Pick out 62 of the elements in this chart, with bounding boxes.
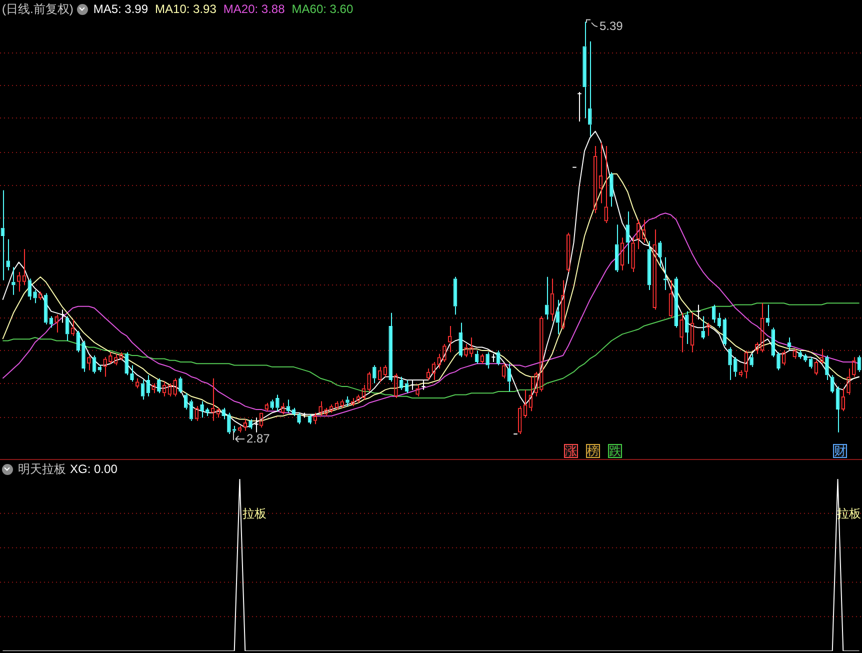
candlestick — [701, 316, 705, 340]
candlestick — [588, 40, 592, 137]
candlestick — [28, 278, 32, 300]
candlestick — [200, 400, 204, 418]
candlestick — [722, 317, 727, 346]
candlestick — [410, 380, 415, 390]
candlestick — [178, 376, 182, 394]
candlestick — [6, 238, 10, 271]
candlestick — [270, 399, 274, 410]
text: MA60: 3.60 — [292, 1, 354, 17]
text: 财 — [834, 444, 846, 458]
candlestick — [184, 392, 188, 410]
candlestick — [276, 394, 280, 412]
candlestick — [33, 290, 37, 304]
text: MA20: 3.88 — [223, 1, 285, 17]
candlestick — [830, 374, 834, 394]
candlestick — [372, 364, 376, 384]
candlestick — [771, 327, 775, 358]
candlestick — [458, 322, 463, 358]
text: 榜 — [587, 444, 599, 458]
annotation: 5.39 — [600, 19, 624, 34]
candlestick — [60, 309, 65, 324]
candlestick — [76, 330, 80, 353]
candlestick — [421, 380, 426, 390]
candlestick — [696, 304, 701, 320]
candlestick — [776, 352, 780, 371]
candlestick — [825, 354, 829, 381]
chart-title: 明天拉板 — [18, 461, 66, 477]
candlestick — [346, 396, 350, 407]
candlestick — [728, 346, 732, 381]
text: 跌 — [609, 444, 621, 458]
candlestick — [507, 363, 512, 392]
candlestick — [610, 172, 614, 208]
candlestick — [486, 352, 490, 370]
text: 涨 — [565, 444, 577, 458]
chart-title: (日线.前复权) — [2, 1, 74, 17]
candlestick — [674, 276, 678, 328]
candlestick — [582, 21, 586, 119]
candlestick — [556, 299, 560, 335]
candlestick — [227, 412, 231, 434]
candlestick — [399, 376, 404, 390]
candlestick — [248, 418, 252, 430]
candlestick — [685, 310, 689, 345]
candlestick — [804, 353, 808, 363]
candlestick — [614, 224, 619, 273]
candlestick — [130, 364, 134, 382]
text: MA10: 3.93 — [155, 1, 216, 17]
annotation: 2.87 — [246, 431, 270, 446]
text: XG: 0.00 — [70, 461, 118, 477]
candlestick — [297, 412, 301, 425]
candlestick — [750, 353, 754, 368]
candlestick — [157, 378, 161, 394]
candlestick — [798, 350, 802, 360]
candlestick — [388, 312, 392, 382]
candlestick — [292, 407, 296, 417]
candlestick — [734, 356, 738, 378]
annotation: 拉板 — [242, 506, 267, 520]
candlestick — [82, 340, 86, 372]
candlestick — [222, 407, 226, 420]
candlestick — [658, 240, 662, 268]
text: MA5: 3.99 — [93, 1, 148, 17]
candlestick — [124, 352, 128, 376]
